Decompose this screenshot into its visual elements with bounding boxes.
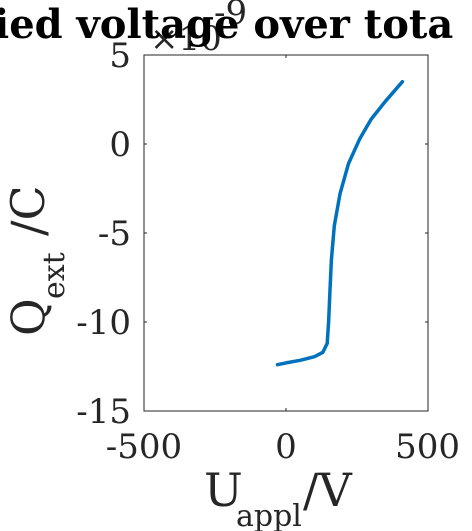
x-tick-label: 0 [275,427,297,467]
x-axis-label-main: U [204,463,243,517]
y-axis-exponent-power: -9 [214,0,247,33]
y-tick-label: -10 [76,303,131,343]
axis-ticks: -500 0 500 -15 -10 -5 0 5 [76,36,460,467]
axes-box [143,54,429,412]
x-tick-label: 500 [395,427,460,467]
y-tick-label: -15 [76,392,131,432]
y-tick-label: 5 [109,36,131,76]
y-axis-label: Q ext /C [1,185,72,336]
plot-area [143,54,429,412]
series-group [275,79,405,367]
y-tick-label: -5 [98,214,131,254]
chart-title: ied voltage over tota [0,1,453,48]
series-line-0 [275,79,405,367]
x-tick-label: -500 [106,427,182,467]
x-axis-label-subscript: appl [236,499,302,531]
y-axis-label-subscript: ext [37,252,72,299]
x-axis-label: U appl /V [204,463,352,531]
y-axis-exponent-multiplier: ×10 [150,19,222,59]
y-axis-label-unit: /C [1,185,55,236]
y-axis-label-main: Q [1,298,55,336]
y-tick-label: 0 [109,125,131,165]
x-axis-label-unit: /V [303,463,352,517]
